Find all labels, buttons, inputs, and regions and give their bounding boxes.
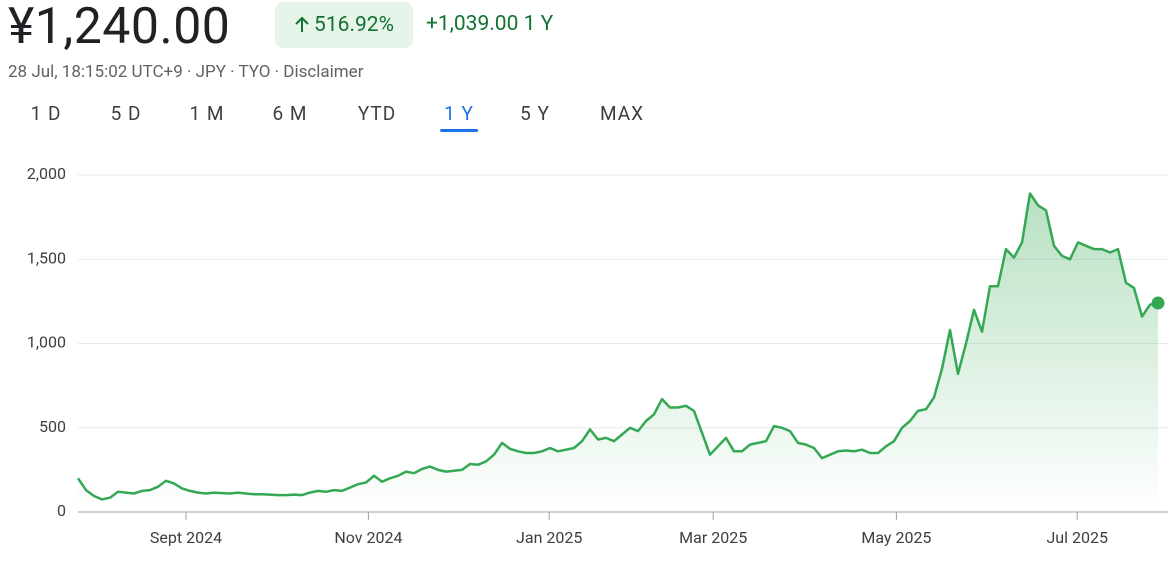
change-percent: 516.92% [314, 13, 394, 37]
range-tab[interactable]: 6 M [272, 102, 308, 125]
x-tick-label: Sept 2024 [150, 528, 222, 547]
y-tick-label: 1,000 [27, 333, 66, 352]
price-line [76, 192, 1159, 501]
change-chip: 516.92% [275, 2, 413, 48]
y-tick-label: 500 [39, 417, 66, 436]
x-tick-label: Mar 2025 [679, 528, 747, 547]
x-tick-label: Jul 2025 [1046, 528, 1107, 547]
range-tab[interactable]: 1 Y [440, 102, 478, 132]
price: ¥1,240.00 [8, 0, 231, 56]
x-tick-label: May 2025 [861, 528, 931, 547]
range-tab[interactable]: YTD [357, 102, 397, 125]
change-value: +1,039.00 [426, 12, 519, 36]
range-tab[interactable]: 1 M [189, 102, 225, 125]
up-arrow-icon [295, 16, 309, 32]
x-tick-label: Nov 2024 [334, 528, 402, 547]
y-tick-label: 1,500 [27, 248, 66, 267]
change-period: 1 Y [523, 12, 554, 36]
area [78, 193, 1158, 512]
range-tab[interactable]: 5 Y [520, 102, 550, 125]
change-value-row: +1,039.00 1 Y [426, 12, 553, 36]
y-tick-label: 0 [57, 501, 66, 520]
meta-line: 28 Jul, 18:15:02 UTC+9 · JPY · TYO · Dis… [8, 62, 364, 82]
range-tab[interactable]: 1 D [30, 102, 62, 125]
x-tick-label: Jan 2025 [516, 528, 582, 547]
range-tab[interactable]: MAX [599, 102, 645, 125]
end-marker [1151, 296, 1165, 310]
y-tick-label: 2,000 [27, 164, 66, 183]
range-tab[interactable]: 5 D [110, 102, 142, 125]
